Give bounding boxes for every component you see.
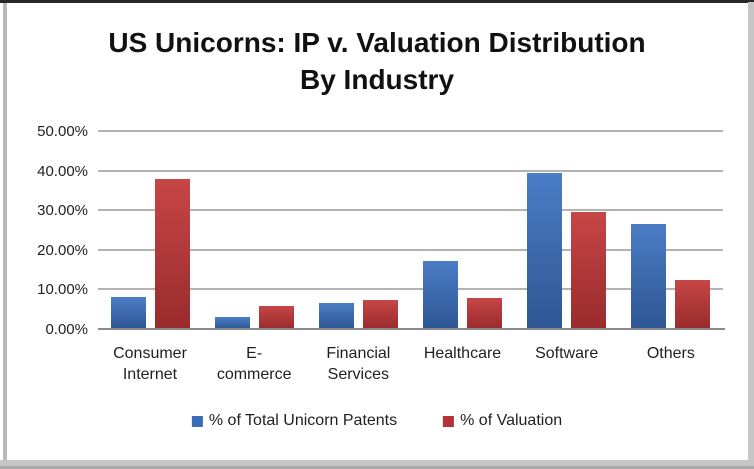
x-category-label-line: Consumer	[113, 345, 187, 362]
x-axis-line	[98, 328, 725, 330]
bar-series-0	[631, 224, 667, 329]
frame-border-bottom	[0, 460, 754, 466]
x-category-label-line: Financial	[326, 345, 391, 362]
bar-group	[411, 131, 515, 329]
x-category-label-line: Others	[646, 345, 695, 362]
bar-group	[306, 131, 410, 329]
bar-series-0	[527, 172, 563, 329]
frame-border-right	[748, 2, 754, 469]
x-category-label: Software	[515, 343, 619, 364]
y-tick-label: 10.00%	[37, 281, 88, 299]
chart-title-line1: US Unicorns: IP v. Valuation Distributio…	[108, 27, 646, 58]
gridline	[98, 169, 723, 172]
frame-border-top	[0, 0, 754, 3]
bar-group	[619, 131, 723, 329]
x-category-label-line: Services	[327, 366, 389, 383]
chart-title: US Unicorns: IP v. Valuation Distributio…	[0, 24, 754, 98]
bar-series-1	[362, 299, 398, 329]
bar-series-1	[467, 298, 502, 329]
y-tick-label: 50.00%	[37, 123, 88, 140]
frame-border-left	[3, 3, 7, 466]
y-tick-label: 20.00%	[37, 241, 88, 259]
y-tick-label: 0.00%	[45, 321, 88, 338]
x-category-label: Others	[619, 343, 723, 364]
x-category-label: E-commerce	[202, 343, 306, 385]
gridline	[98, 288, 723, 291]
x-category-label: Consumer Internet	[98, 343, 202, 385]
x-category-label-line: commerce	[216, 366, 292, 383]
legend-item: % of Total Unicorn Patents	[191, 412, 398, 430]
bar-series-0	[318, 303, 354, 329]
gridline	[98, 209, 723, 212]
y-tick-label: 30.00%	[37, 202, 88, 220]
legend-label: % of Total Unicorn Patents	[208, 412, 398, 429]
legend: % of Total Unicorn Patents % of Valuation	[191, 412, 562, 430]
legend-label: % of Valuation	[460, 412, 563, 429]
gridline	[98, 130, 723, 132]
bar-group	[202, 131, 306, 329]
x-category-label-line: Healthcare	[423, 345, 502, 362]
frame-border-bottom-edge	[0, 466, 754, 469]
bar-series-1	[675, 279, 711, 329]
x-category-label: Healthcare	[411, 343, 515, 364]
x-category-label-line: Internet	[122, 366, 178, 383]
x-category-label: Financial Services	[306, 343, 410, 385]
bar-series-0	[423, 261, 458, 329]
chart-title-line2: By Industry	[299, 64, 455, 95]
bar-group	[98, 131, 202, 329]
x-category-label-line: Software	[535, 345, 599, 362]
bar-series-1	[258, 306, 294, 329]
bar-series-0	[214, 317, 250, 329]
y-tick-label: 40.00%	[37, 162, 88, 180]
bar-group	[515, 131, 619, 329]
bar-series-1	[571, 211, 607, 329]
legend-item: % of Valuation	[443, 412, 562, 430]
gridline	[98, 248, 723, 251]
legend-swatch-series-0	[191, 415, 203, 427]
legend-swatch-series-1	[443, 415, 455, 427]
x-category-label-line: E-	[246, 345, 263, 362]
bar-series-0	[110, 296, 146, 329]
bar-series-1	[154, 178, 190, 329]
